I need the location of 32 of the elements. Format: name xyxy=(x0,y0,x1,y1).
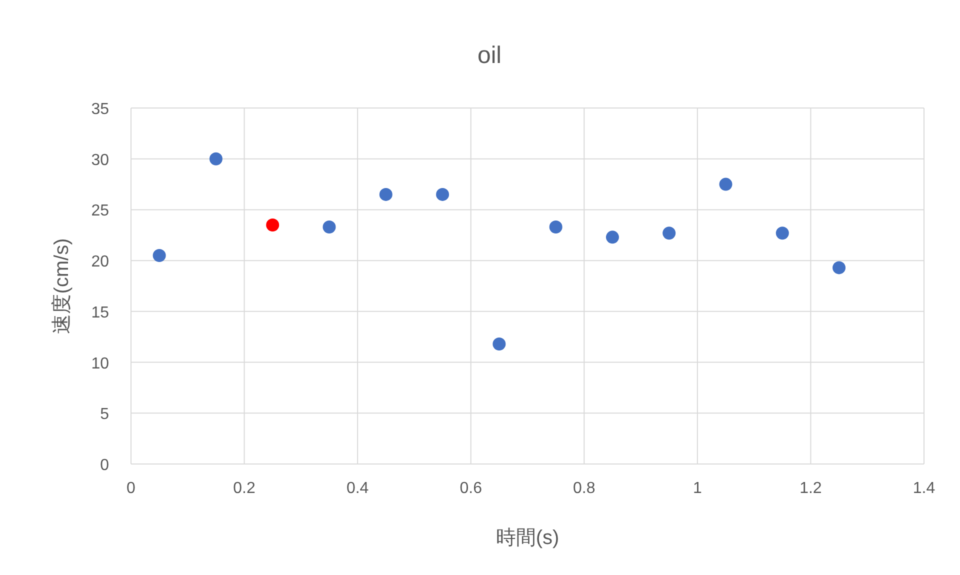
y-axis-title: 速度(cm/s) xyxy=(51,238,73,334)
y-tick-label: 15 xyxy=(91,304,110,322)
point xyxy=(379,188,392,201)
x-tick-label: 0.4 xyxy=(346,480,369,497)
x-tick-label: 0.2 xyxy=(233,480,256,497)
y-tick-label: 20 xyxy=(91,254,110,271)
point xyxy=(719,178,732,191)
point xyxy=(209,152,222,166)
x-tick-label: 0.6 xyxy=(460,480,482,497)
point xyxy=(776,226,789,240)
x-tick-label: 0 xyxy=(126,480,136,497)
chart-title: oil xyxy=(477,42,502,69)
point xyxy=(436,188,450,201)
x-tick-label: 0.8 xyxy=(573,480,596,497)
y-tick-label: 0 xyxy=(100,457,110,474)
x-tick-label: 1.2 xyxy=(800,480,822,497)
point xyxy=(322,220,336,234)
y-tick-label: 25 xyxy=(91,202,110,220)
y-tick-label: 35 xyxy=(91,101,110,118)
y-tick-label: 10 xyxy=(91,355,110,372)
point xyxy=(832,261,846,274)
point xyxy=(549,220,562,234)
point xyxy=(152,248,166,262)
point xyxy=(266,218,280,232)
x-tick-label: 1 xyxy=(692,480,702,497)
point xyxy=(662,226,676,240)
y-tick-label: 5 xyxy=(100,406,110,424)
point xyxy=(492,337,506,350)
x-axis-title: 時間(s) xyxy=(496,527,560,549)
x-tick-label: 1.4 xyxy=(912,480,936,497)
point xyxy=(606,230,619,244)
y-tick-label: 30 xyxy=(91,152,110,169)
